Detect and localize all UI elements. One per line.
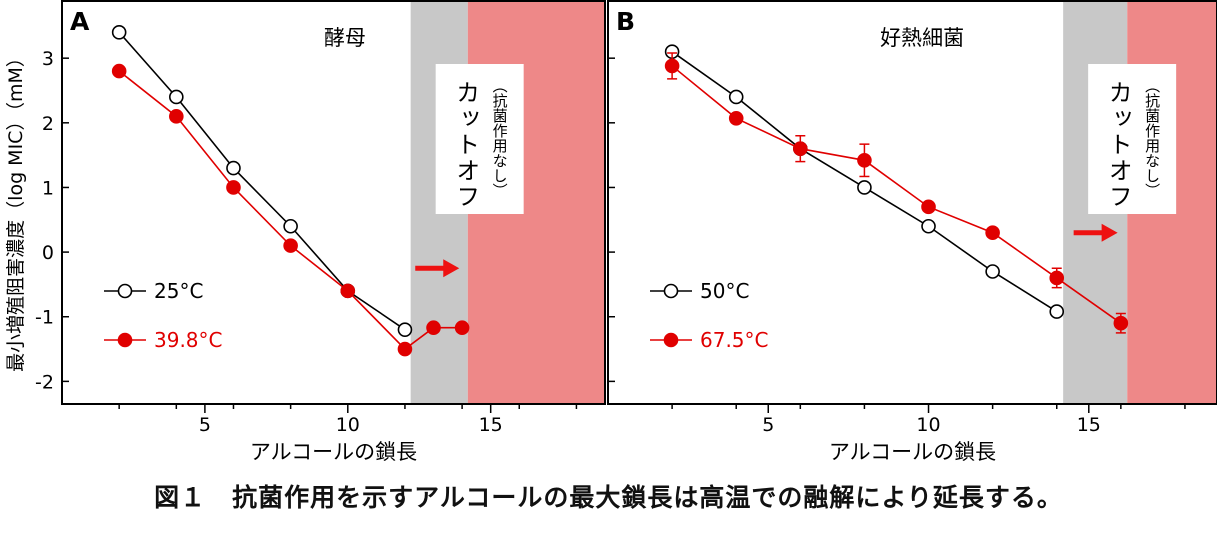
x-tick-label: 5 — [199, 414, 211, 436]
arrow-head — [1101, 223, 1118, 242]
data-point — [857, 180, 872, 195]
y-axis-label: 最小増殖阻害濃度（log MIC）（mM） — [5, 48, 27, 372]
x-tick-label: 15 — [479, 414, 503, 436]
cutoff-label-box — [435, 64, 524, 214]
x-axis-label: アルコールの鎖長 — [829, 440, 996, 464]
x-tick-label: 15 — [1077, 414, 1101, 436]
data-point — [857, 153, 872, 168]
data-point — [664, 58, 680, 74]
x-tick-label: 10 — [916, 414, 940, 436]
series-line — [118, 31, 406, 331]
x-axis-label: アルコールの鎖長 — [250, 440, 417, 464]
cutoff-sublabel: （抗菌作用なし） — [1143, 78, 1161, 198]
cutoff-sublabel: （抗菌作用なし） — [491, 78, 509, 198]
data-point — [226, 160, 241, 176]
legend-label: 25°C — [154, 279, 203, 303]
data-point — [921, 199, 936, 215]
arrow-head — [443, 259, 460, 278]
data-point — [283, 218, 298, 234]
data-point — [1049, 270, 1065, 286]
y-tick-label: 2 — [42, 113, 54, 135]
panel-letter: B — [616, 7, 635, 36]
y-tick-label: -2 — [35, 371, 54, 393]
x-tick-label: 10 — [336, 414, 360, 436]
figure: 最小増殖阻害濃度（log MIC）（mM） カットオフ （抗菌作用なし）3210-… — [5, 0, 1217, 464]
data-point — [283, 238, 298, 253]
cutoff-label: カットオフ — [452, 80, 480, 210]
figure-caption: 図１ 抗菌作用を示すアルコールの最大鎖長は高温での融解により延長する。 — [154, 483, 1063, 512]
data-point — [397, 341, 413, 357]
data-point — [397, 322, 413, 337]
data-point — [728, 110, 744, 126]
legend-label: 67.5°C — [700, 328, 769, 352]
data-point — [921, 218, 936, 234]
data-point — [111, 25, 127, 40]
y-tick-label: 3 — [42, 48, 54, 70]
data-point — [793, 141, 808, 156]
data-point — [340, 283, 356, 299]
y-tick-label: -1 — [35, 307, 54, 329]
data-point — [226, 180, 241, 195]
data-point — [169, 109, 184, 124]
data-point — [454, 320, 470, 336]
data-point — [1113, 315, 1129, 331]
panel-title: 酵母 — [324, 26, 366, 50]
series-line — [671, 65, 1122, 324]
cutoff-label-box — [1088, 64, 1177, 214]
y-tick-label: 0 — [42, 242, 54, 264]
legend-marker — [117, 283, 133, 299]
data-point — [426, 320, 441, 336]
legend-marker — [663, 332, 679, 348]
legend-label: 39.8°C — [154, 328, 223, 352]
data-point — [728, 89, 744, 105]
legend-marker — [117, 332, 133, 348]
data-point — [1049, 304, 1065, 319]
legend-label: 50°C — [700, 279, 749, 303]
data-point — [111, 63, 127, 79]
y-tick-label: 1 — [42, 177, 54, 199]
legend-marker — [663, 283, 679, 299]
panel-b: カットオフ （抗菌作用なし） 5 10 15 アルコールの鎖長 B 好熱細菌 50°C 67.5°… — [607, 0, 1217, 464]
panel-letter: A — [70, 7, 90, 36]
data-point — [985, 264, 1000, 279]
plot-frame — [61, 0, 606, 405]
cutoff-label: カットオフ — [1104, 80, 1132, 210]
data-point — [985, 225, 1000, 241]
panel-title: 好熱細菌 — [880, 26, 964, 50]
data-point — [169, 89, 184, 105]
plot-frame — [607, 0, 1217, 405]
x-tick-label: 5 — [762, 414, 774, 436]
